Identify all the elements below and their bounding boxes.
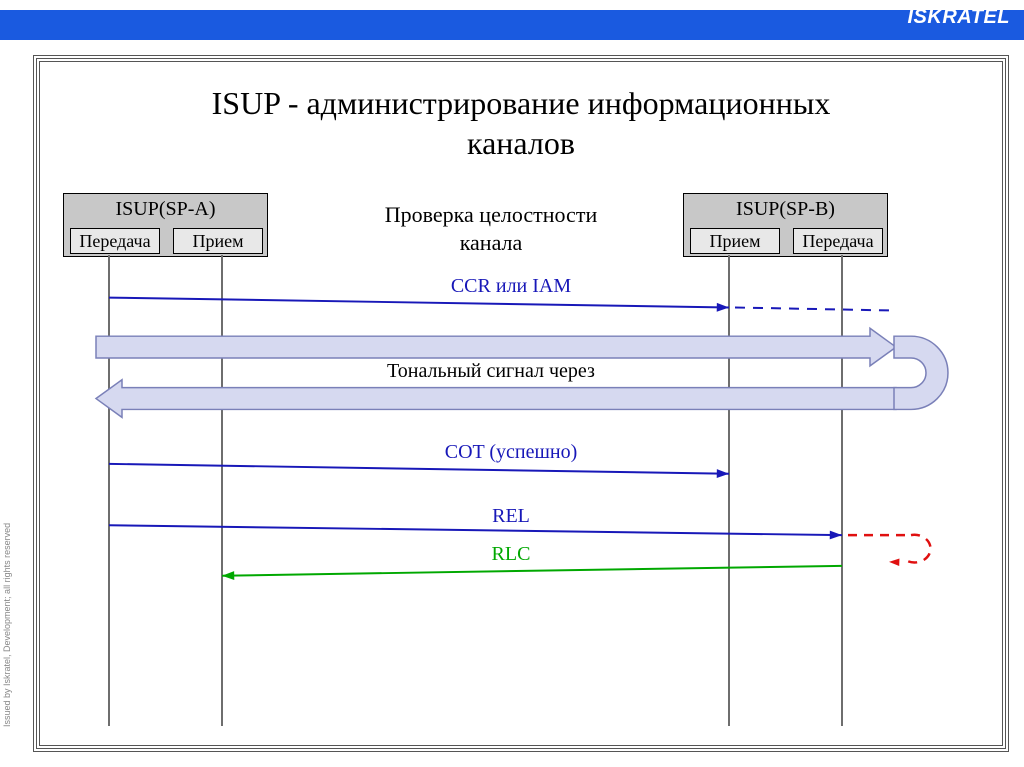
node-sp-a-header: ISUP(SP-A) bbox=[64, 194, 267, 225]
node-sp-b-header: ISUP(SP-B) bbox=[684, 194, 887, 225]
msg-ccr-label: CCR или IAM bbox=[81, 275, 941, 298]
slide-frame: ISUP - администрирование информационных … bbox=[34, 56, 1008, 751]
msg-rel-label: REL bbox=[81, 505, 941, 528]
lifeline-b-rx bbox=[728, 255, 730, 726]
slide-subtitle: Проверка целостности канала bbox=[281, 201, 701, 256]
node-sp-a-rx: Прием bbox=[173, 228, 263, 254]
block-label-line-1: Тональный сигнал через bbox=[387, 360, 595, 382]
brand-logo: ISKRATEL bbox=[907, 6, 1010, 29]
slide-title: ISUP - администрирование информационных … bbox=[41, 83, 1001, 163]
node-sp-b-tx: Передача bbox=[793, 228, 883, 254]
copyright-text: Issued by Iskratel, Development; all rig… bbox=[2, 523, 12, 727]
title-line-2: каналов bbox=[467, 125, 575, 161]
subtitle-line-2: канала bbox=[460, 230, 523, 255]
lifeline-a-rx bbox=[221, 255, 223, 726]
node-sp-a-tx: Передача bbox=[70, 228, 160, 254]
node-sp-b: ISUP(SP-B) Прием Передача bbox=[683, 193, 888, 257]
node-sp-b-rx: Прием bbox=[690, 228, 780, 254]
title-line-1: ISUP - администрирование информационных bbox=[212, 85, 831, 121]
node-sp-a: ISUP(SP-A) Передача Прием bbox=[63, 193, 268, 257]
subtitle-line-1: Проверка целостности bbox=[385, 202, 597, 227]
msg-cot-label: COT (успешно) bbox=[81, 441, 941, 464]
lifeline-a-tx bbox=[108, 255, 110, 726]
lifeline-b-tx bbox=[841, 255, 843, 726]
msg-rlc-label: RLC bbox=[81, 543, 941, 566]
block-label-line-2: информационный канал bbox=[388, 384, 593, 406]
header-bar bbox=[0, 10, 1024, 40]
block-arrow-label: Тональный сигнал через информационный ка… bbox=[291, 359, 691, 407]
